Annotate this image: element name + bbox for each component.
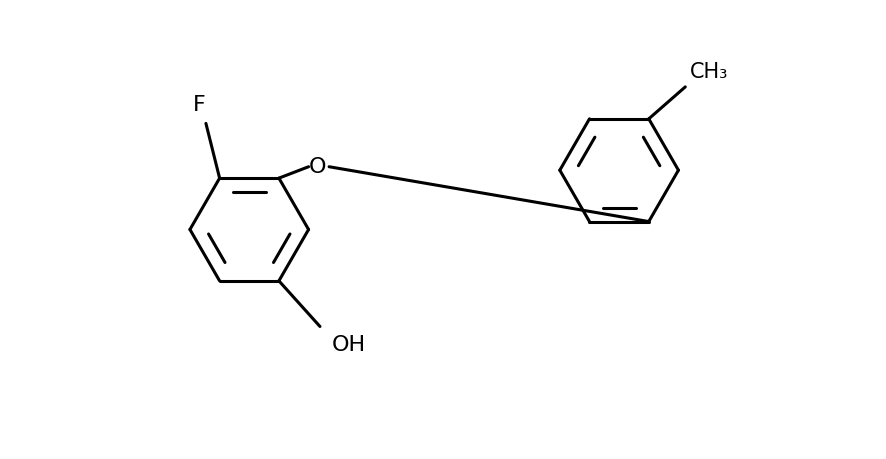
Text: OH: OH [331, 335, 366, 355]
Text: F: F [192, 95, 206, 115]
Text: CH₃: CH₃ [690, 62, 728, 82]
Text: O: O [309, 157, 326, 177]
